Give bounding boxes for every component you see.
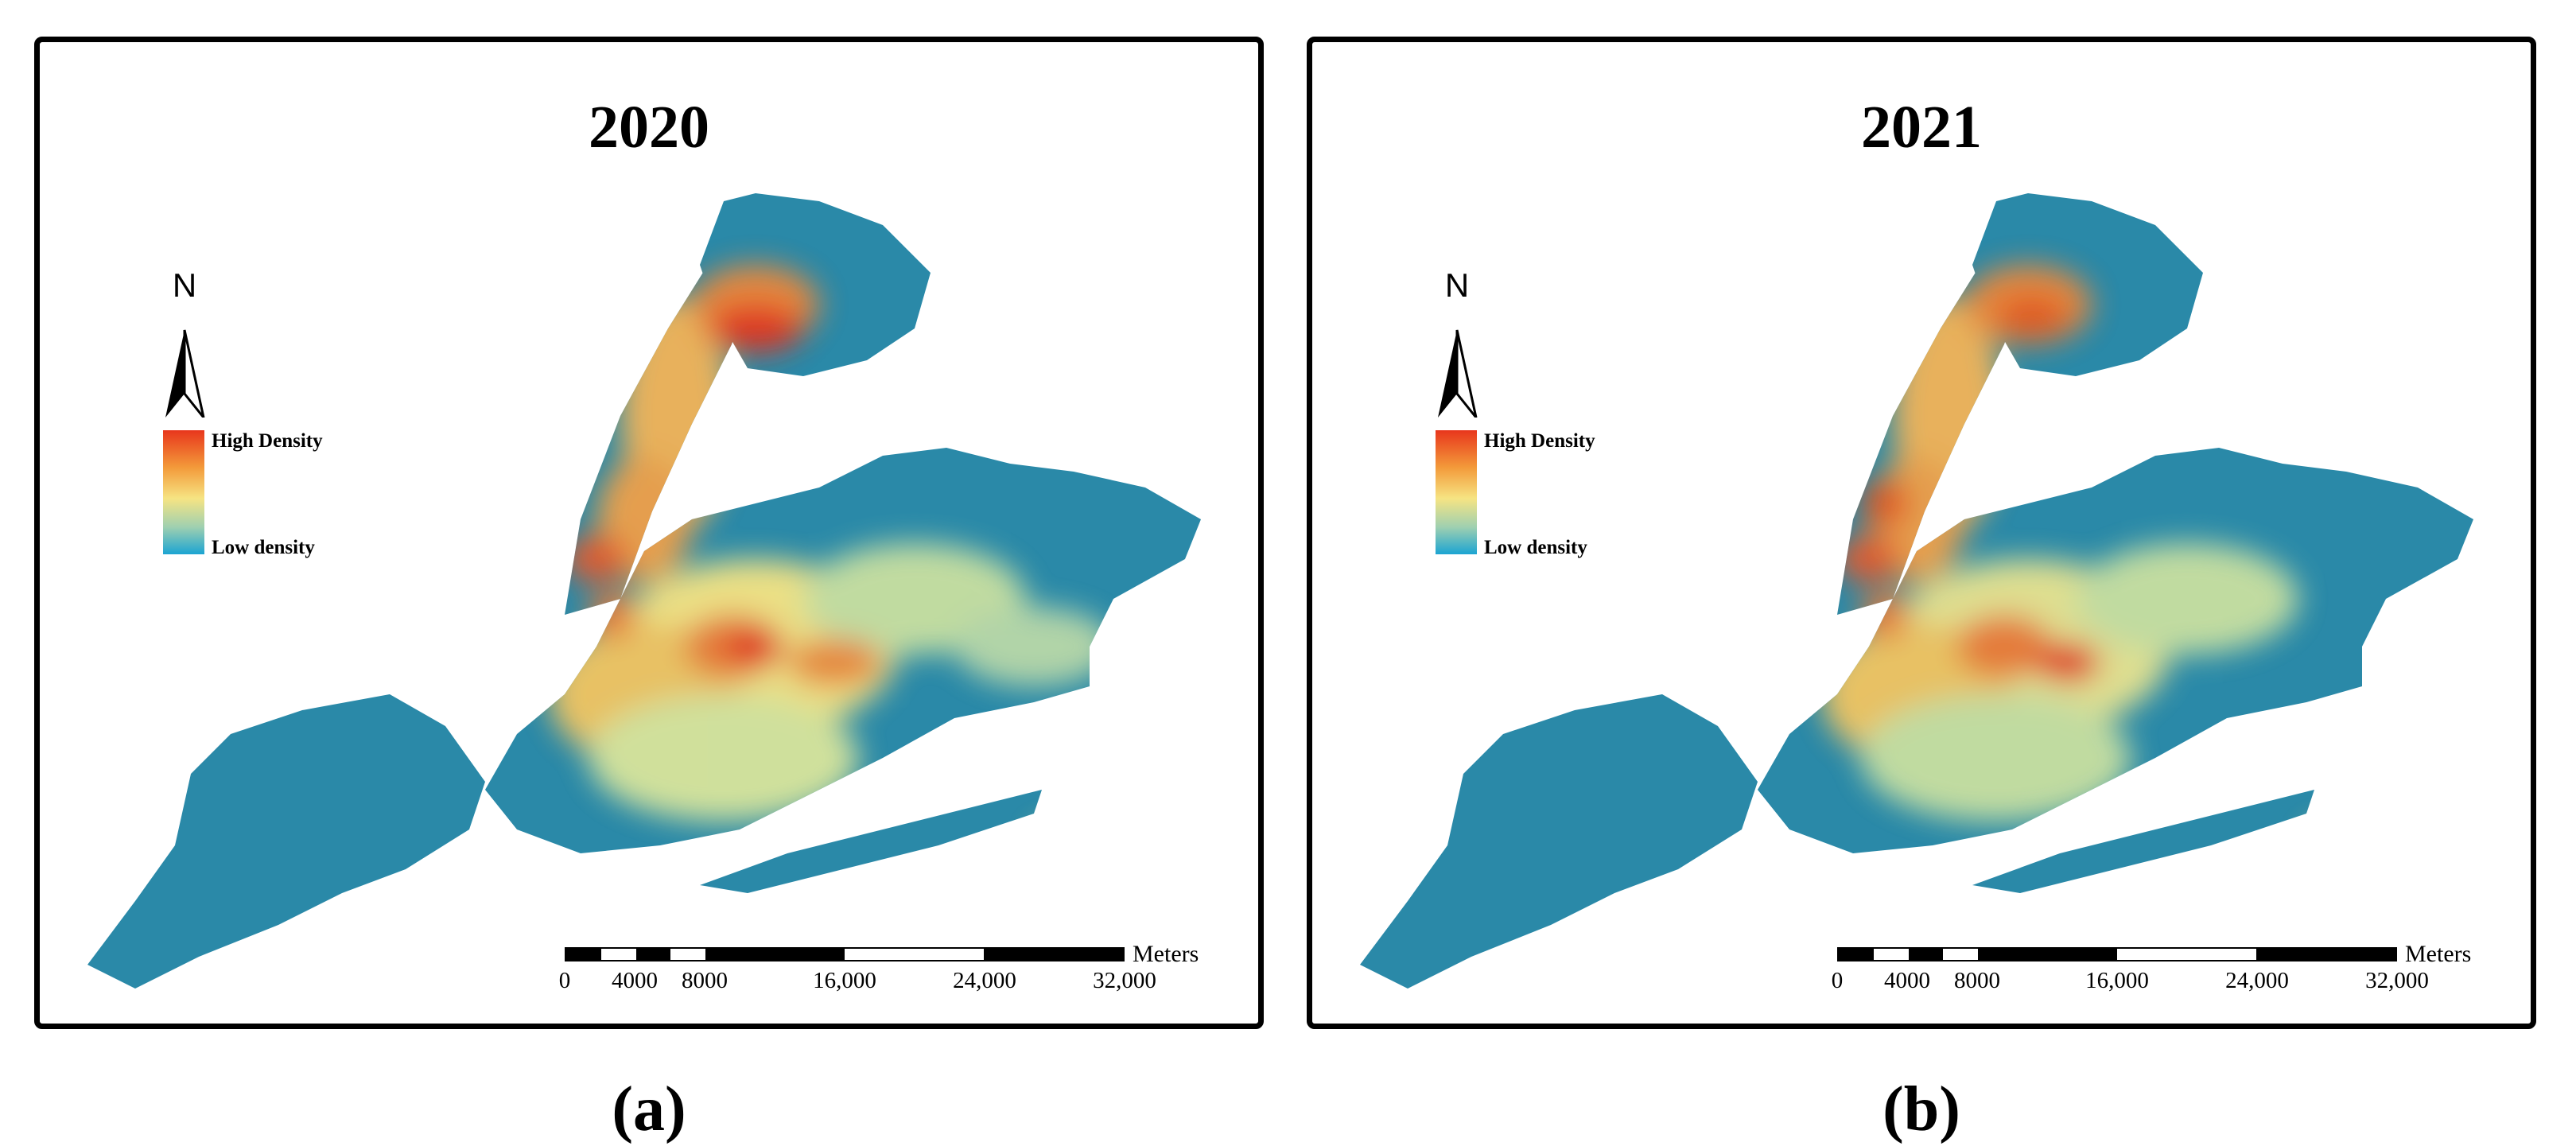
scale-tick-label: 0 xyxy=(558,968,571,993)
panel-caption-a: (a) xyxy=(612,1074,686,1144)
scale-tick-label: 4000 xyxy=(612,968,658,993)
scale-tick-label: 32,000 xyxy=(2365,968,2429,993)
scale-bar-segments xyxy=(1837,947,2397,961)
legend-high-label: High Density xyxy=(1484,430,1595,452)
north-arrow-icon xyxy=(1438,329,1478,418)
panel-caption-b: (b) xyxy=(1882,1074,1960,1144)
scale-bar: Meters 0 4000 8000 16,000 24,000 32,000 xyxy=(559,941,1201,1019)
scale-tick-label: 4000 xyxy=(1884,968,1930,993)
density-legend-gradient xyxy=(1436,430,1477,554)
legend-low-label: Low density xyxy=(1484,537,1587,558)
north-label: N xyxy=(1444,266,1470,304)
map-panel-2020: 2020 xyxy=(34,37,1264,1029)
legend-high-label: High Density xyxy=(212,430,323,452)
scale-tick-label: 0 xyxy=(1831,968,1844,993)
scale-unit-label: Meters xyxy=(2405,941,2472,967)
density-map xyxy=(87,193,1201,989)
map-panel-2021: 2021 xyxy=(1307,37,2536,1029)
map-title: 2021 xyxy=(1861,94,1982,161)
scale-bar: Meters 0 4000 8000 16,000 24,000 32,000 xyxy=(1832,941,2473,1019)
scale-tick-label: 24,000 xyxy=(953,968,1016,993)
north-arrow-icon xyxy=(165,329,205,418)
scale-tick-label: 16,000 xyxy=(813,968,876,993)
scale-tick-label: 32,000 xyxy=(1093,968,1156,993)
scale-tick-label: 8000 xyxy=(682,968,728,993)
map-title: 2020 xyxy=(589,94,709,161)
scale-tick-label: 8000 xyxy=(1954,968,2000,993)
density-legend-gradient xyxy=(163,430,204,554)
density-map xyxy=(1360,193,2473,989)
legend-low-label: Low density xyxy=(212,537,315,558)
north-label: N xyxy=(172,266,197,304)
scale-unit-label: Meters xyxy=(1133,941,1199,967)
scale-tick-label: 24,000 xyxy=(2225,968,2289,993)
scale-bar-segments xyxy=(565,947,1125,961)
scale-tick-label: 16,000 xyxy=(2085,968,2149,993)
